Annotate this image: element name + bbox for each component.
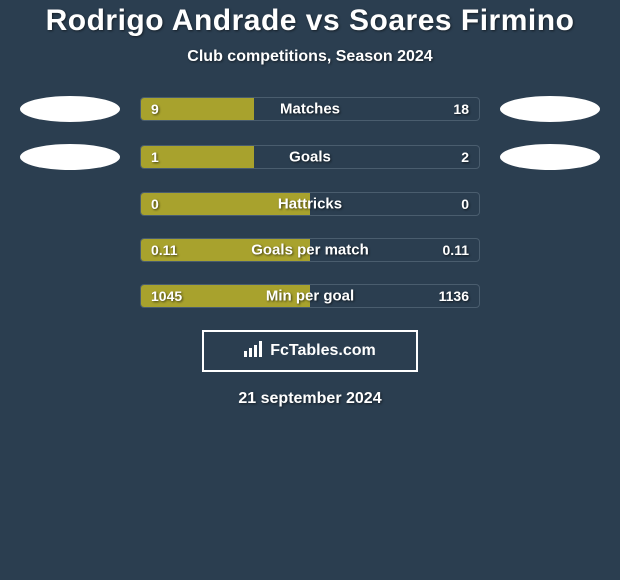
date-text: 21 september 2024	[0, 390, 620, 408]
stat-row-goals: 1 Goals 2	[0, 144, 620, 170]
stat-bar: 1045 Min per goal 1136	[140, 284, 480, 308]
stat-bar: 0 Hattricks 0	[140, 192, 480, 216]
stat-left-value: 0.11	[151, 242, 177, 258]
stat-row-goals-per-match: 0.11 Goals per match 0.11	[0, 238, 620, 262]
stat-bar: 0.11 Goals per match 0.11	[140, 238, 480, 262]
stat-bar: 1 Goals 2	[140, 145, 480, 169]
stat-left-value: 1045	[151, 288, 182, 304]
stat-left-value: 0	[151, 196, 159, 212]
stats-list: 9 Matches 18 1 Goals 2	[0, 96, 620, 308]
stat-right-value: 1136	[439, 288, 469, 304]
stat-row-matches: 9 Matches 18	[0, 96, 620, 122]
stat-bar: 9 Matches 18	[140, 97, 480, 121]
stat-row-min-per-goal: 1045 Min per goal 1136	[0, 284, 620, 308]
stat-label: Goals per match	[251, 242, 369, 259]
stat-label: Matches	[280, 101, 340, 118]
stat-left-value: 1	[151, 149, 159, 165]
stat-right-value: 0	[461, 196, 469, 212]
stat-row-hattricks: 0 Hattricks 0	[0, 192, 620, 216]
stat-right-value: 18	[453, 101, 469, 117]
stat-label: Goals	[289, 149, 331, 166]
stat-label: Hattricks	[278, 196, 342, 213]
comparison-infographic: Rodrigo Andrade vs Soares Firmino Club c…	[0, 0, 620, 408]
brand-text: FcTables.com	[270, 342, 376, 360]
stat-right-value: 2	[461, 149, 469, 165]
player-right-oval	[500, 96, 600, 122]
player-right-oval	[500, 144, 600, 170]
page-title: Rodrigo Andrade vs Soares Firmino	[0, 4, 620, 38]
page-subtitle: Club competitions, Season 2024	[0, 48, 620, 66]
stat-label: Min per goal	[266, 288, 354, 305]
player-left-oval	[20, 96, 120, 122]
bar-chart-icon	[244, 341, 264, 362]
brand-box: FcTables.com	[202, 330, 418, 372]
player-left-oval	[20, 144, 120, 170]
stat-bar-right-fill	[254, 146, 479, 168]
stat-right-value: 0.11	[443, 242, 469, 258]
stat-left-value: 9	[151, 101, 159, 117]
